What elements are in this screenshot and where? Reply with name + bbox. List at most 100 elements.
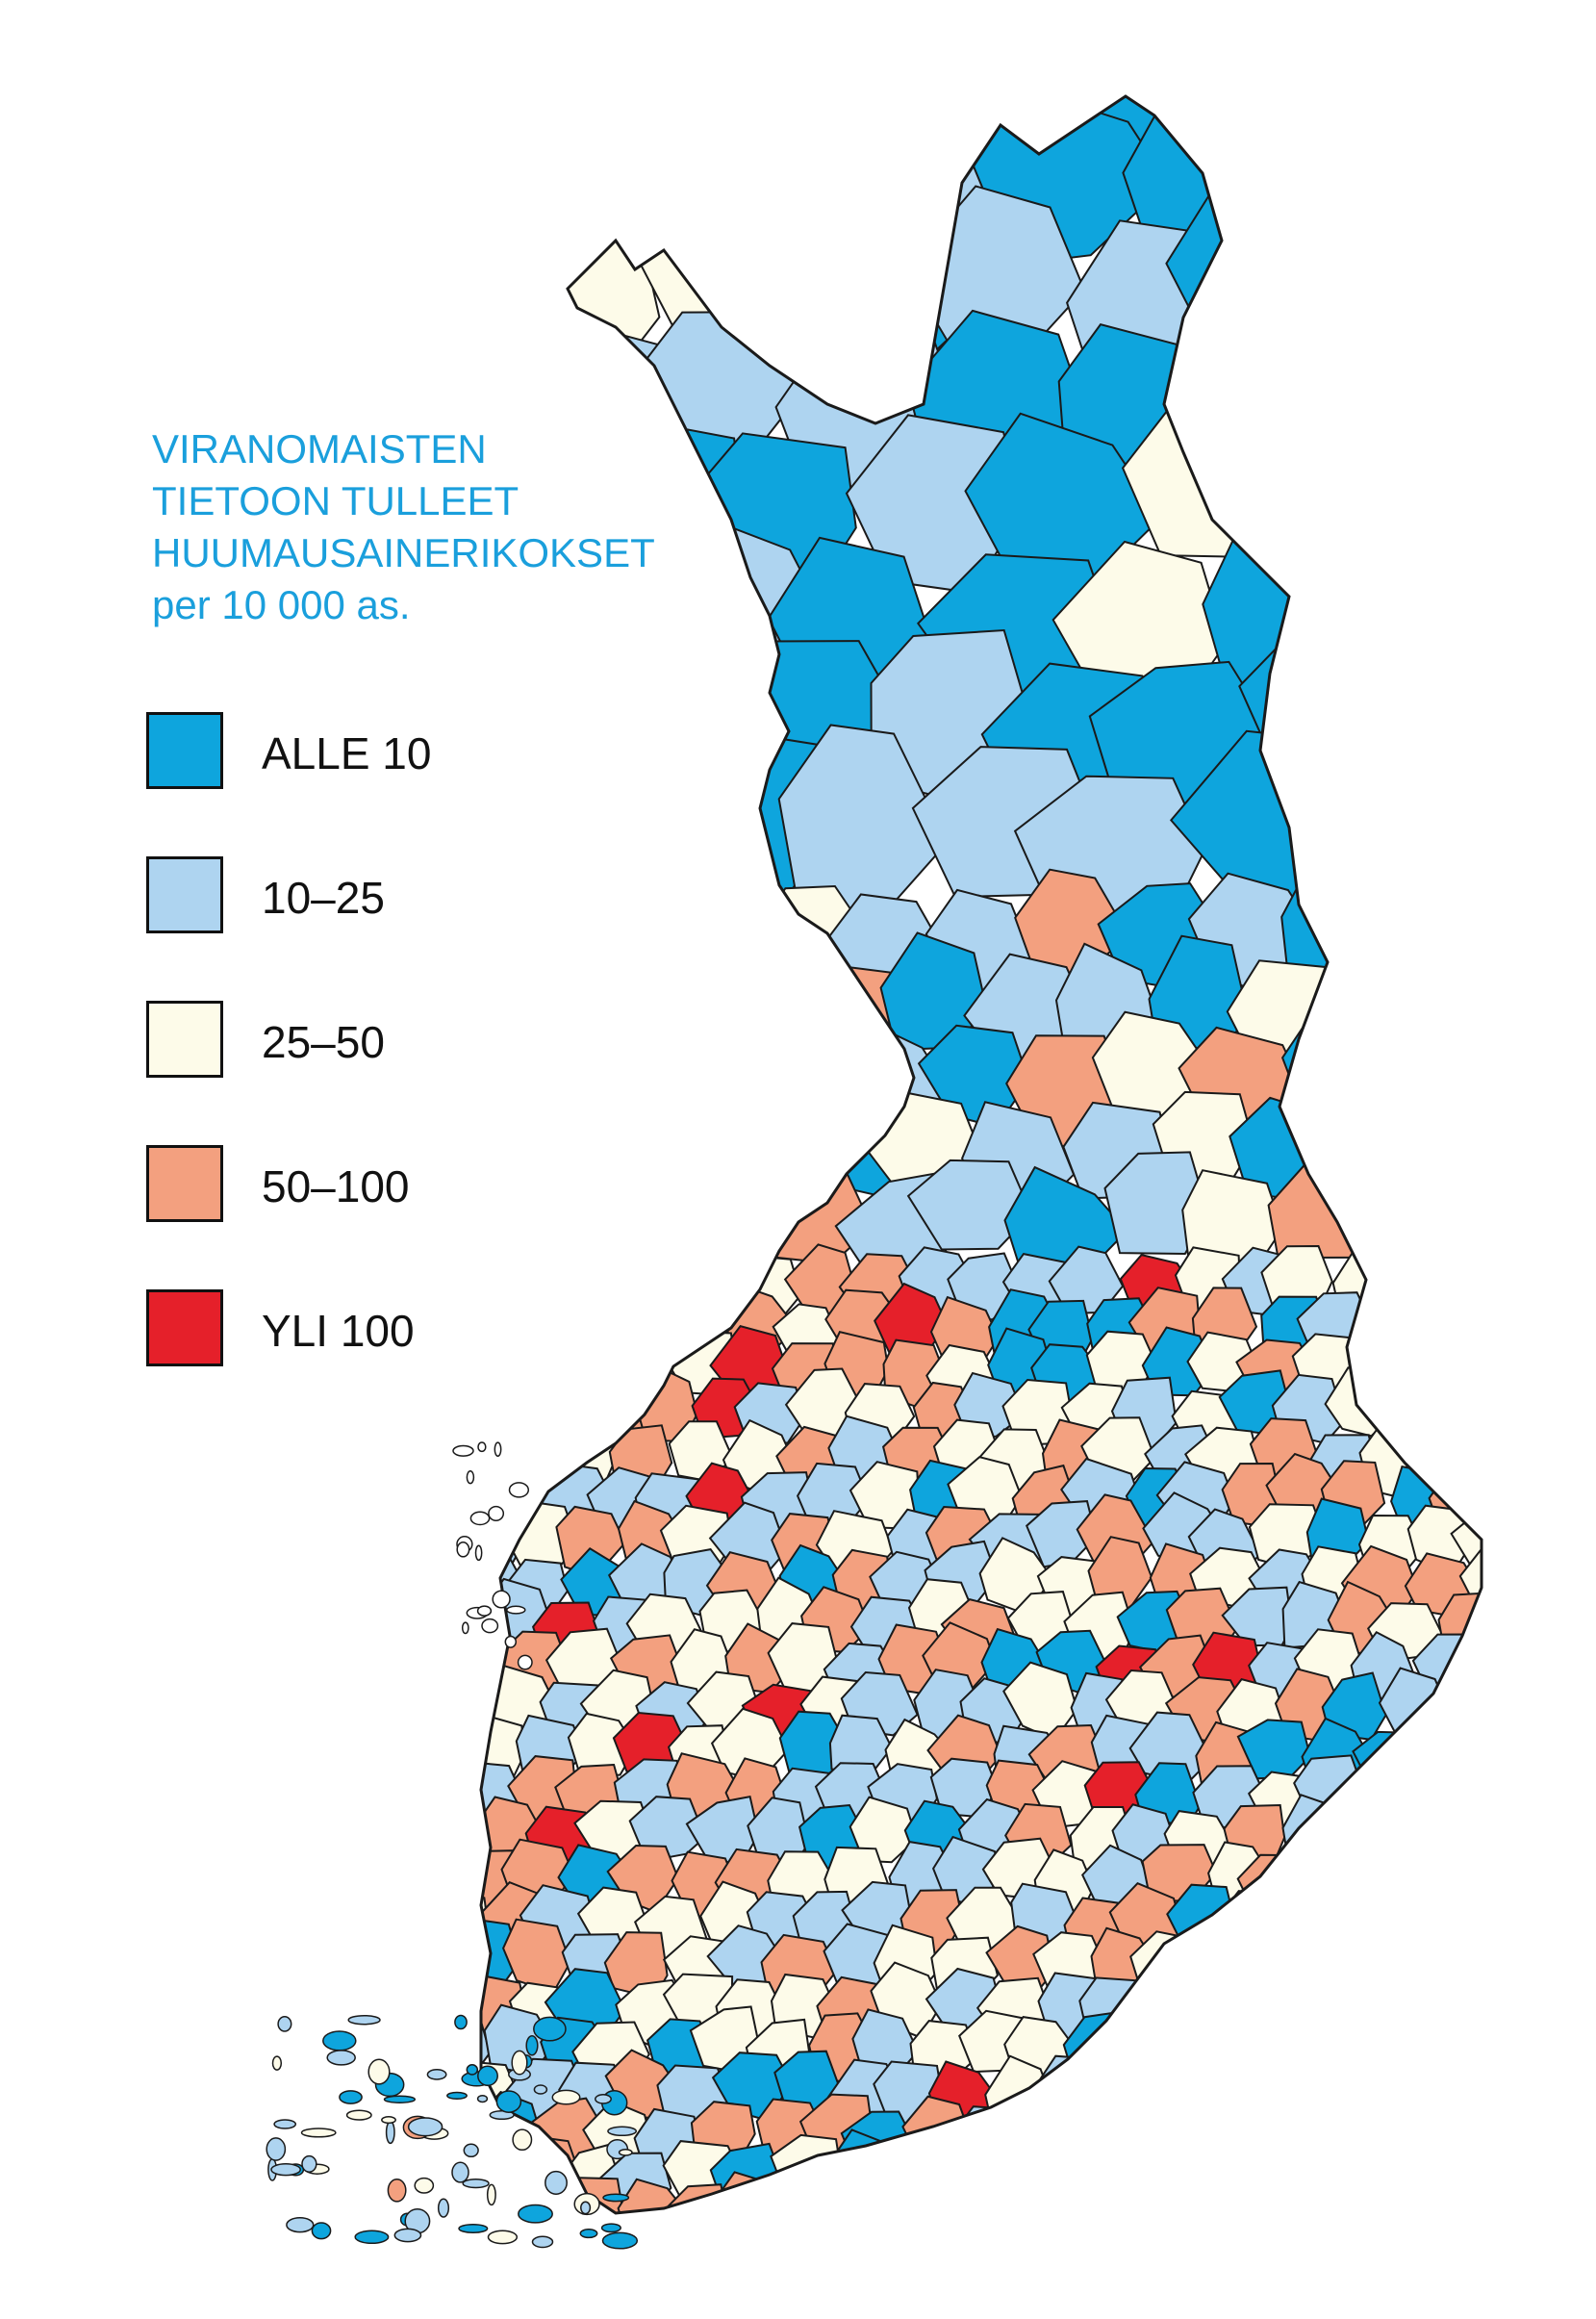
municipality xyxy=(1310,1098,1430,1213)
island xyxy=(407,2117,443,2137)
municipality xyxy=(1349,1336,1416,1400)
municipality xyxy=(604,1099,743,1207)
municipality xyxy=(536,1368,611,1436)
legend-label: 25–50 xyxy=(262,1017,385,1067)
municipality xyxy=(1249,2131,1324,2207)
municipality xyxy=(888,96,1080,165)
municipality xyxy=(1168,2097,1247,2156)
municipality xyxy=(1441,1391,1482,1460)
municipality xyxy=(763,1020,872,1134)
municipality xyxy=(1313,1889,1389,1957)
municipality xyxy=(1394,2131,1477,2204)
municipality xyxy=(1428,2018,1482,2094)
municipality xyxy=(546,628,741,796)
island xyxy=(517,1654,533,1670)
municipality xyxy=(955,2105,1021,2179)
municipality xyxy=(666,881,782,1011)
municipality xyxy=(1323,2025,1403,2089)
municipality xyxy=(481,1092,571,1198)
municipality-cells xyxy=(481,96,1482,2213)
municipality xyxy=(481,1148,502,1278)
municipality xyxy=(1378,1251,1461,1325)
municipality xyxy=(976,2137,1051,2205)
island xyxy=(595,2094,612,2104)
municipality xyxy=(1459,1297,1482,1367)
municipality xyxy=(871,2153,955,2209)
municipality xyxy=(1192,2132,1264,2204)
island xyxy=(476,1605,493,1617)
municipality xyxy=(1038,2178,1103,2213)
legend-item-10-25: 10–25 xyxy=(146,856,550,937)
municipality xyxy=(1100,2063,1175,2128)
title-line: TIETOON TULLEET xyxy=(152,478,519,523)
legend-item-25-50: 25–50 xyxy=(146,1001,550,1082)
legend-item-50-100: 50–100 xyxy=(146,1145,550,1226)
island xyxy=(367,2058,391,2085)
municipality xyxy=(1355,2142,1418,2213)
municipality xyxy=(505,732,679,900)
municipality xyxy=(481,1241,505,1313)
island xyxy=(300,2128,337,2138)
municipality xyxy=(1246,2185,1318,2213)
legend-swatch xyxy=(146,1001,223,1078)
island xyxy=(345,2109,372,2121)
island xyxy=(385,2120,395,2145)
municipality xyxy=(494,1029,612,1144)
municipality xyxy=(1186,2055,1262,2130)
island xyxy=(354,2230,390,2245)
municipality xyxy=(481,422,618,601)
municipality xyxy=(579,1031,698,1129)
municipality xyxy=(1430,2095,1482,2165)
municipality xyxy=(576,1241,657,1309)
island xyxy=(466,1470,475,1485)
island xyxy=(474,1544,483,1562)
island xyxy=(495,2090,522,2113)
legend-label: YLI 100 xyxy=(262,1306,415,1356)
municipality xyxy=(1172,324,1377,510)
municipality xyxy=(481,1256,539,1322)
municipality xyxy=(560,1336,627,1408)
municipality xyxy=(701,1091,816,1210)
municipality xyxy=(1426,1896,1482,1966)
municipality xyxy=(1027,2136,1104,2207)
municipality xyxy=(1406,1770,1472,1842)
municipality xyxy=(1090,2135,1166,2207)
island xyxy=(301,2154,317,2173)
island xyxy=(551,2089,581,2105)
municipality xyxy=(534,1105,664,1207)
municipality xyxy=(1223,2001,1296,2078)
municipality xyxy=(1470,1634,1482,1695)
municipality xyxy=(1299,2179,1368,2213)
municipality xyxy=(1383,2099,1457,2173)
municipality xyxy=(1387,630,1482,810)
municipality xyxy=(481,1675,496,1754)
municipality xyxy=(649,1030,772,1129)
municipality xyxy=(1321,2102,1395,2165)
municipality xyxy=(768,2184,842,2213)
island xyxy=(277,2016,292,2032)
municipality xyxy=(1454,1917,1482,1996)
municipality xyxy=(823,2191,899,2213)
municipality xyxy=(481,1299,532,1363)
municipality xyxy=(1358,870,1475,981)
municipality xyxy=(1014,2107,1084,2176)
island xyxy=(477,2065,498,2087)
island xyxy=(511,2050,528,2076)
island xyxy=(456,1542,470,1558)
municipality xyxy=(561,1290,633,1358)
municipality xyxy=(1404,1087,1482,1196)
legend-item-alle-10: ALLE 10 xyxy=(146,712,550,793)
municipality xyxy=(1344,1849,1415,1912)
island xyxy=(381,2116,396,2125)
archipelago-islands xyxy=(266,1441,639,2250)
municipality xyxy=(1370,1373,1449,1445)
municipality xyxy=(1085,2188,1161,2213)
municipality xyxy=(489,1154,610,1272)
municipality xyxy=(1292,1926,1368,1995)
island xyxy=(469,1511,491,1526)
municipality xyxy=(1252,2050,1327,2113)
island xyxy=(463,2143,479,2158)
municipality xyxy=(1248,1932,1325,2001)
island xyxy=(387,2178,407,2203)
island xyxy=(602,2193,630,2203)
